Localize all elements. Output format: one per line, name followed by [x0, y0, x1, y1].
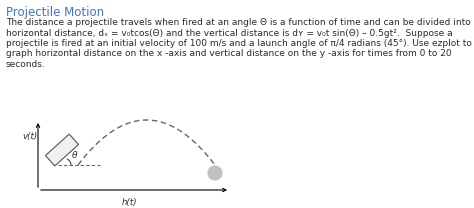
Text: The distance a projectile travels when fired at an angle Θ is a function of time: The distance a projectile travels when f…: [6, 18, 471, 27]
Text: h(t): h(t): [122, 198, 138, 207]
Text: v(t): v(t): [22, 131, 37, 140]
Text: θ: θ: [72, 151, 78, 160]
Text: Projectile Motion: Projectile Motion: [6, 6, 104, 19]
Text: graph horizontal distance on the x -axis and vertical distance on the y -axis fo: graph horizontal distance on the x -axis…: [6, 50, 452, 58]
Text: seconds.: seconds.: [6, 60, 46, 69]
Bar: [46, 134, 79, 166]
Text: projectile is fired at an initial velocity of 100 m/s and a launch angle of π/4 : projectile is fired at an initial veloci…: [6, 39, 472, 48]
Text: horizontal distance, dₓ = v₀tcos(Θ) and the vertical distance is dʏ = v₀t sin(Θ): horizontal distance, dₓ = v₀tcos(Θ) and …: [6, 28, 453, 37]
Circle shape: [208, 166, 222, 180]
